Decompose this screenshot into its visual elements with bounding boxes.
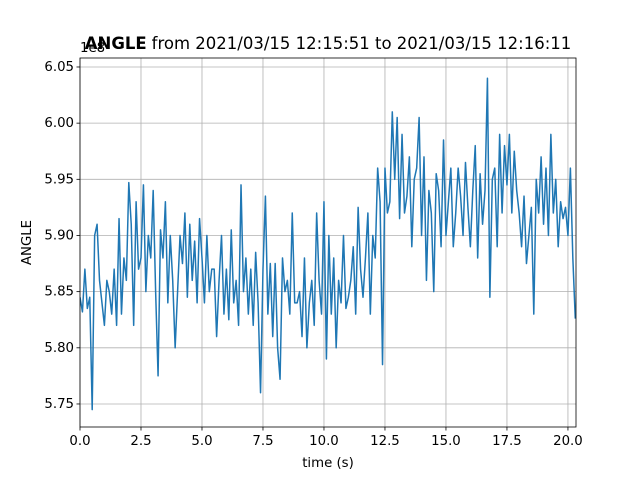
axes-frame [79, 57, 577, 428]
y-axis-label: ANGLE [20, 220, 35, 265]
ticks: 0.0 2.5 5.0 7.5 10.0 12.5 15.0 17.5 20.0 5.75 5.80… [44, 60, 582, 449]
y-tick-label: 5.95 [44, 172, 74, 187]
x-tick-label: 0.0 [69, 434, 90, 449]
x-tick-label: 2.5 [130, 434, 151, 449]
x-tick-label: 5.0 [191, 434, 212, 449]
y-tick-label: 6.00 [44, 116, 74, 131]
y-tick-label: 6.05 [44, 60, 74, 75]
x-tick-label: 7.5 [252, 434, 273, 449]
x-tick-label: 17.5 [492, 434, 522, 449]
chart-title: ANGLE from 2021/03/15 12:15:51 to 2021/03… [85, 34, 572, 53]
x-tick-label: 12.5 [370, 434, 400, 449]
title-rest: from 2021/03/15 12:15:51 to 2021/03/15 1… [152, 34, 572, 53]
data-line [80, 77, 576, 411]
y-tick-label: 5.80 [44, 341, 74, 356]
y-tick-label: 5.85 [44, 285, 74, 300]
x-axis-label: time (s) [302, 456, 354, 471]
x-tick-label: 10.0 [309, 434, 339, 449]
x-tick-label: 20.0 [553, 434, 583, 449]
y-tick-label: 5.90 [44, 228, 74, 243]
title-bold: ANGLE [85, 34, 147, 53]
y-tick-label: 5.75 [44, 397, 74, 412]
plot-area [80, 77, 576, 411]
x-tick-label: 15.0 [431, 434, 461, 449]
y-offset-label: 1e8 [80, 41, 105, 56]
